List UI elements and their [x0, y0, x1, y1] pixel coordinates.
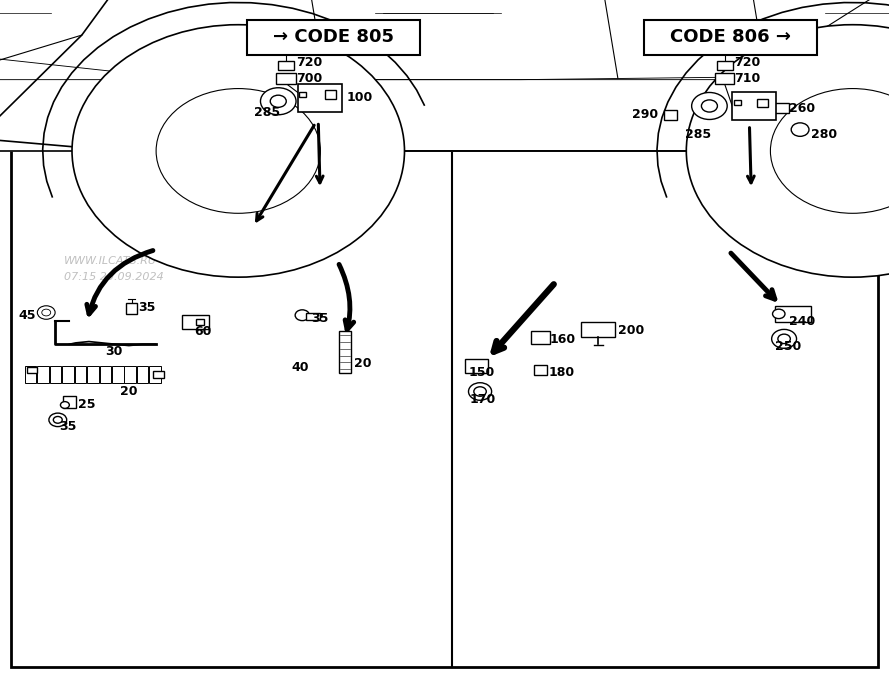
Polygon shape: [0, 0, 889, 151]
Bar: [50, 366, 61, 383]
Text: WWW.ILCATS.RU: WWW.ILCATS.RU: [64, 256, 157, 266]
Text: CODE 806 →: CODE 806 →: [670, 28, 791, 46]
Circle shape: [686, 25, 889, 277]
Bar: [465, 359, 488, 373]
Bar: [531, 331, 550, 344]
Bar: [112, 366, 124, 383]
Text: 40: 40: [292, 361, 309, 375]
Polygon shape: [0, 0, 889, 151]
Text: 35: 35: [60, 420, 77, 433]
Bar: [149, 366, 161, 383]
Text: 60: 60: [194, 325, 212, 338]
Text: 20: 20: [120, 385, 138, 398]
Text: 240: 240: [789, 315, 816, 329]
Text: 280: 280: [811, 128, 837, 142]
Text: 35: 35: [311, 312, 329, 325]
Bar: [27, 367, 37, 373]
Bar: [37, 366, 49, 383]
Circle shape: [771, 88, 889, 213]
Text: 285: 285: [254, 106, 280, 119]
Circle shape: [72, 25, 404, 277]
Bar: [299, 92, 306, 97]
Bar: [276, 73, 296, 84]
Bar: [773, 103, 789, 113]
Bar: [339, 331, 351, 373]
Bar: [62, 366, 74, 383]
Circle shape: [260, 88, 296, 115]
Circle shape: [49, 413, 67, 427]
Circle shape: [692, 92, 727, 119]
Circle shape: [37, 306, 55, 319]
Bar: [25, 366, 36, 383]
Text: 07:15 20.09.2024: 07:15 20.09.2024: [64, 272, 164, 281]
Circle shape: [42, 309, 51, 316]
Bar: [137, 366, 148, 383]
Circle shape: [53, 416, 62, 423]
Bar: [298, 84, 342, 112]
Bar: [182, 315, 209, 329]
Bar: [87, 366, 99, 383]
Circle shape: [778, 334, 790, 344]
Bar: [732, 92, 776, 120]
Bar: [325, 90, 336, 99]
Text: 30: 30: [105, 345, 123, 358]
Circle shape: [772, 329, 797, 348]
Circle shape: [773, 309, 785, 319]
Circle shape: [791, 123, 809, 136]
Bar: [663, 110, 677, 120]
Text: 720: 720: [296, 56, 323, 70]
Text: 180: 180: [549, 366, 574, 379]
Circle shape: [701, 100, 717, 112]
Bar: [715, 73, 734, 84]
Bar: [126, 303, 137, 314]
Text: 20: 20: [354, 357, 372, 371]
Bar: [100, 366, 111, 383]
Bar: [153, 371, 164, 378]
Text: 720: 720: [734, 56, 761, 70]
Bar: [717, 61, 733, 70]
Text: 100: 100: [347, 91, 373, 105]
Bar: [75, 366, 86, 383]
Circle shape: [474, 387, 486, 396]
Bar: [581, 322, 615, 337]
Bar: [644, 20, 818, 55]
Text: 170: 170: [469, 393, 496, 406]
Text: 25: 25: [78, 398, 96, 412]
Text: 290: 290: [632, 108, 658, 122]
Text: 150: 150: [469, 366, 495, 379]
Bar: [246, 20, 420, 55]
Text: 45: 45: [18, 309, 36, 323]
Text: → CODE 805: → CODE 805: [273, 28, 394, 46]
Text: 260: 260: [789, 101, 815, 115]
Bar: [124, 366, 136, 383]
Circle shape: [156, 88, 320, 213]
Text: 710: 710: [734, 72, 761, 85]
Bar: [775, 306, 811, 322]
Bar: [306, 313, 320, 320]
Circle shape: [60, 402, 69, 408]
Circle shape: [295, 310, 309, 321]
Text: 700: 700: [296, 72, 323, 85]
Text: 160: 160: [549, 333, 575, 346]
Bar: [196, 319, 204, 325]
Bar: [734, 100, 741, 105]
Circle shape: [469, 383, 492, 400]
Text: 285: 285: [685, 128, 711, 142]
Bar: [278, 61, 294, 70]
Bar: [757, 99, 768, 107]
Bar: [534, 364, 548, 375]
Text: 200: 200: [618, 324, 645, 338]
Text: 35: 35: [138, 300, 156, 314]
Text: 250: 250: [775, 340, 802, 353]
Bar: [63, 396, 76, 408]
Circle shape: [270, 95, 286, 107]
